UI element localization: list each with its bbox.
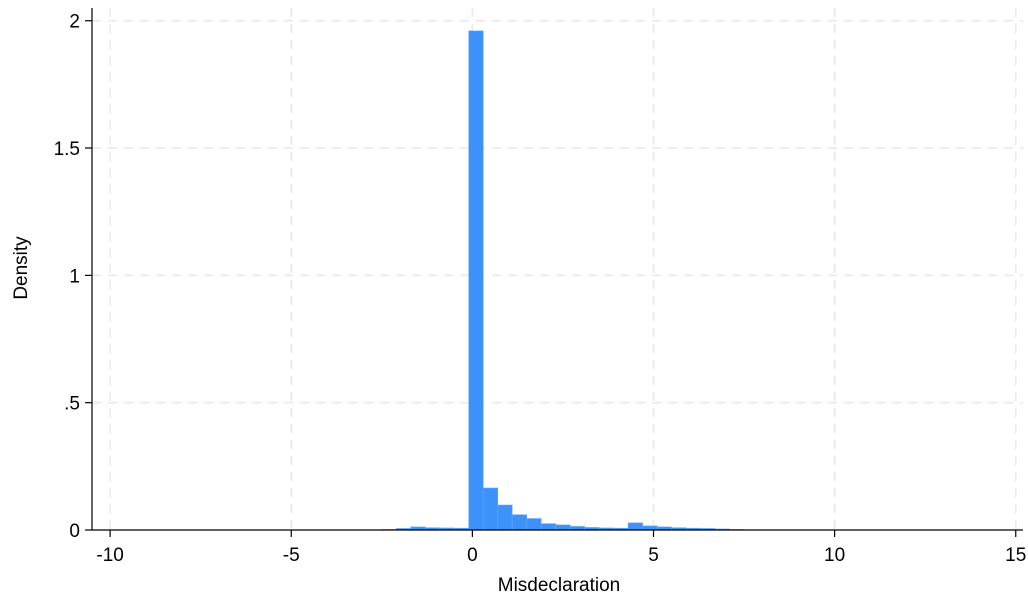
- y-axis-title: Density: [11, 236, 32, 300]
- histogram-bar: [540, 523, 556, 531]
- histogram-bar: [482, 487, 499, 531]
- x-tick-label: 15: [1005, 545, 1026, 566]
- histogram-bar: [555, 524, 571, 531]
- y-tick-label: 0: [69, 521, 80, 542]
- bars: [381, 30, 745, 531]
- x-tick-label: -10: [96, 545, 123, 566]
- histogram-bar: [526, 518, 542, 531]
- x-tick-label: 10: [824, 545, 845, 566]
- histogram-bar: [511, 514, 528, 531]
- y-tick-label: 1: [69, 266, 80, 287]
- histogram-bar: [642, 525, 658, 531]
- grid: [92, 8, 1023, 530]
- y-tick-label: .5: [64, 394, 80, 415]
- histogram-bar: [468, 30, 484, 531]
- x-tick-label: 5: [648, 545, 659, 566]
- histogram-bar: [627, 522, 643, 531]
- x-tick-label: -5: [283, 545, 300, 566]
- y-tick-label: 2: [69, 12, 80, 33]
- x-axis-title: Misdeclaration: [498, 575, 621, 596]
- y-tick-label: 1.5: [54, 139, 80, 160]
- x-tick-label: 0: [467, 545, 478, 566]
- axes: -10 -5 0 5 10 15 0 .5 1 1.5 2: [54, 8, 1026, 566]
- histogram-bar: [497, 504, 513, 531]
